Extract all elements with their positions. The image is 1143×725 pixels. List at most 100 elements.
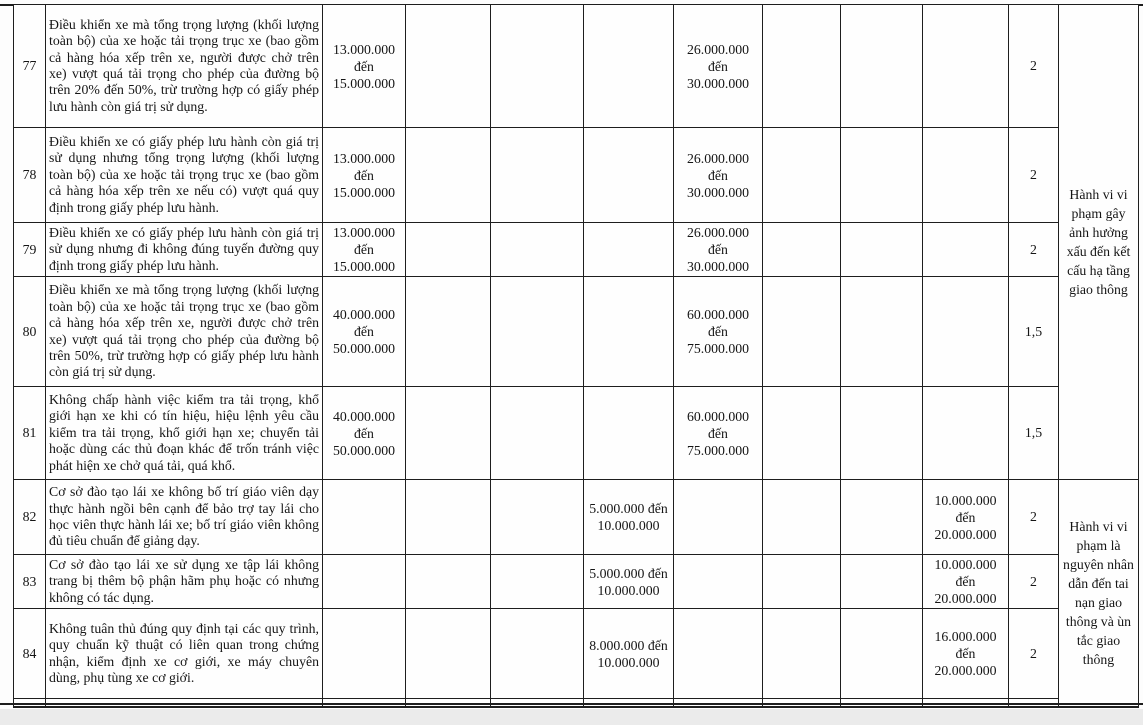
fine-cell-b: 8.000.000 đến 10.000.000 [583,608,674,699]
fine-line: đến [955,509,976,525]
empty-cell [405,4,491,128]
fine-line: đến [708,167,728,183]
row-number-cell: 77 [13,4,46,128]
points-cell: 2 [1008,4,1059,128]
scan-shadow-band [0,709,1143,725]
fine-line: 10.000.000 [597,582,660,598]
violations-table: 77 Điều khiển xe mà tổng trọng lượng (khố… [13,4,1139,708]
fine-cell-c: 26.000.000 đến 30.000.000 [673,222,763,277]
table-row: 80 Điều khiển xe mà tổng trọng lượng (khố… [13,276,1139,387]
fine-cell-d [922,4,1009,128]
empty-cell [840,127,923,223]
fine-line: đến [708,242,728,257]
fine-line: 5.000.000 đến [589,501,668,516]
fine-cell-d: 10.000.000 đến 20.000.000 [922,554,1009,609]
points-cell: 2 [1008,554,1059,609]
empty-cell [762,479,841,555]
fine-line: đến [354,167,374,183]
fine-cell-c [673,608,763,699]
description-cell: Điều khiển xe có giấy phép lưu hành còn … [45,222,323,277]
empty-cell [490,608,584,699]
empty-cell [490,4,584,128]
row-number-cell: 79 [13,222,46,277]
table-row: 81 Không chấp hành việc kiểm tra tải trọn… [13,386,1139,480]
fine-line: 50.000.000 [332,341,396,356]
fine-cell-d: 10.000.000 đến 20.000.000 [922,479,1009,555]
empty-cell [762,222,841,277]
fine-cell-a [322,554,406,609]
description-cell: Không tuân thủ đúng quy định tại các quy… [45,608,323,699]
fine-line: 40.000.000 [332,307,396,322]
table-row: 77 Điều khiển xe mà tổng trọng lượng (khố… [13,4,1139,480]
description-cell: Không chấp hành việc kiểm tra tải trọng,… [45,386,323,480]
note-cell: Hành vi vi phạm gây ảnh hưởng xấu đến kế… [1058,4,1139,480]
row-number-cell: 80 [13,276,46,387]
fine-cell-d [922,127,1009,223]
fine-cell-b [583,4,674,128]
points-cell: 1,5 [1008,386,1059,480]
note-cell: Hành vi vi phạm là nguyên nhân dẫn đến t… [1058,479,1139,708]
fine-cell-b: 5.000.000 đến 10.000.000 [583,554,674,609]
empty-cell [490,554,584,609]
fine-line: 60.000.000 [686,307,750,322]
empty-cell [1008,698,1059,708]
empty-cell [490,386,584,480]
fine-cell-b: 5.000.000 đến 10.000.000 [583,479,674,555]
fine-cell-c: 26.000.000 đến 30.000.000 [673,127,763,223]
empty-cell [405,608,491,699]
fine-line: 75.000.000 [686,442,750,458]
fine-line: 10.000.000 [934,557,997,572]
fine-line: đến [955,646,976,661]
fine-line: 75.000.000 [686,341,750,356]
fine-line: 13.000.000 [332,41,396,57]
empty-cell [840,386,923,480]
row-number-cell: 84 [13,608,46,699]
description-cell: Điều khiển xe mà tổng trọng lượng (khối … [45,4,323,128]
empty-cell [405,386,491,480]
fine-line: đến [955,574,976,589]
empty-cell [840,222,923,277]
fine-line: đến [354,242,374,257]
fine-line: đến [354,58,374,74]
fine-line: 60.000.000 [686,408,750,424]
fine-line: đến [708,425,728,441]
fine-cell-c [673,554,763,609]
points-cell: 2 [1008,608,1059,699]
row-number-cell: 78 [13,127,46,223]
fine-cell-b [583,386,674,480]
empty-cell [490,127,584,223]
fine-line: 15.000.000 [332,75,396,91]
fine-cell-a: 13.000.000 đến 15.000.000 [322,4,406,128]
fine-line: 30.000.000 [686,184,750,200]
points-cell: 1,5 [1008,276,1059,387]
empty-cell [840,276,923,387]
fine-line: 30.000.000 [686,75,750,91]
empty-cell [405,222,491,277]
page-bottom-rule [0,703,1143,705]
empty-cell [762,554,841,609]
empty-cell [405,276,491,387]
fine-cell-d: 16.000.000 đến 20.000.000 [922,608,1009,699]
fine-cell-b [583,276,674,387]
empty-cell [762,276,841,387]
points-cell: 2 [1008,479,1059,555]
fine-cell-b [583,127,674,223]
fine-cell-d [922,386,1009,480]
table-row: 83 Cơ sở đào tạo lái xe sử dụng xe tập lá… [13,554,1139,609]
fine-line: 40.000.000 [332,408,396,424]
points-cell: 2 [1008,127,1059,223]
row-number-cell: 82 [13,479,46,555]
fine-line: 15.000.000 [332,259,396,274]
fine-line: 20.000.000 [934,663,997,678]
fine-cell-c [673,479,763,555]
fine-line: 5.000.000 đến [589,565,668,581]
empty-cell [840,554,923,609]
description-cell: Điều khiển xe mà tổng trọng lượng (khối … [45,276,323,387]
empty-cell [840,4,923,128]
table-row: 79 Điều khiển xe có giấy phép lưu hành cò… [13,222,1139,277]
fine-cell-d [922,222,1009,277]
fine-cell-a [322,608,406,699]
fine-cell-b [583,222,674,277]
fine-line: 10.000.000 [934,492,997,508]
